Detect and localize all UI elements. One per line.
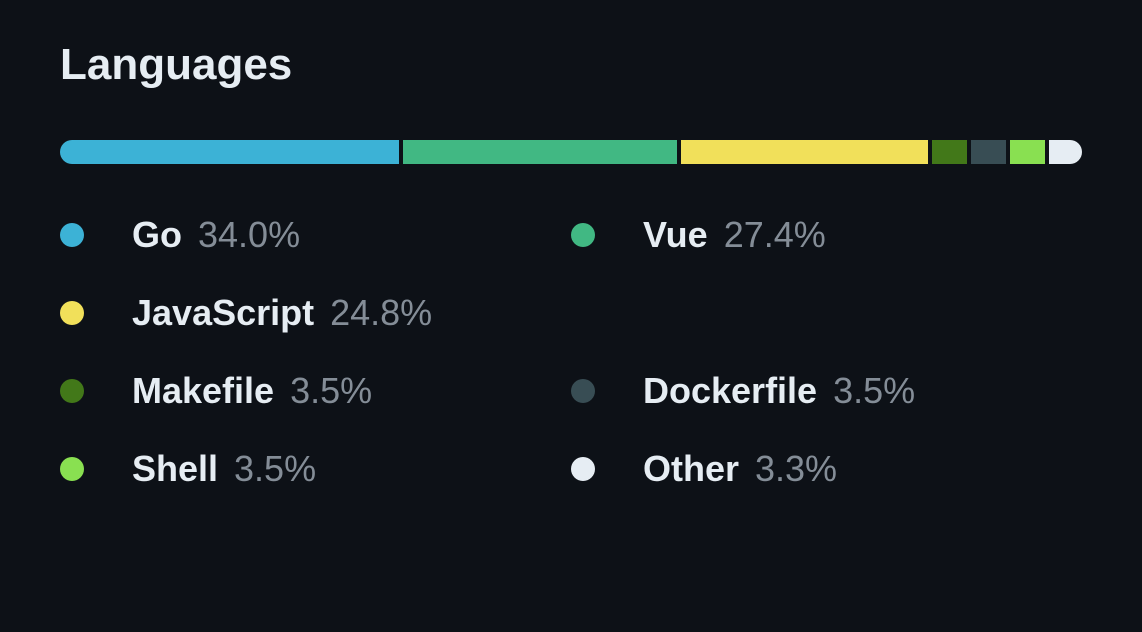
legend-item-makefile[interactable]: Makefile 3.5% (60, 370, 571, 412)
progress-segment-makefile[interactable] (932, 140, 967, 164)
legend-percent: 24.8% (330, 292, 432, 334)
legend-dot-icon (571, 379, 595, 403)
progress-segment-other[interactable] (1049, 140, 1082, 164)
languages-legend: Go 34.0% Vue 27.4% JavaScript 24.8% Make… (60, 214, 1082, 490)
progress-segment-javascript[interactable] (681, 140, 929, 164)
progress-segment-shell[interactable] (1010, 140, 1045, 164)
legend-dot-icon (60, 301, 84, 325)
legend-dot-icon (60, 379, 84, 403)
legend-name: Dockerfile (643, 370, 817, 412)
legend-item-dockerfile[interactable]: Dockerfile 3.5% (571, 370, 1082, 412)
legend-name: Other (643, 448, 739, 490)
legend-dot-icon (571, 457, 595, 481)
languages-title: Languages (60, 40, 1082, 90)
legend-name: Vue (643, 214, 708, 256)
legend-item-vue[interactable]: Vue 27.4% (571, 214, 1082, 256)
legend-dot-icon (571, 223, 595, 247)
languages-progress-bar (60, 140, 1082, 164)
progress-segment-go[interactable] (60, 140, 399, 164)
legend-percent: 3.3% (755, 448, 837, 490)
legend-item-go[interactable]: Go 34.0% (60, 214, 571, 256)
legend-dot-icon (60, 223, 84, 247)
legend-item-javascript[interactable]: JavaScript 24.8% (60, 292, 1082, 334)
legend-name: Go (132, 214, 182, 256)
legend-name: JavaScript (132, 292, 314, 334)
legend-percent: 3.5% (833, 370, 915, 412)
legend-percent: 3.5% (234, 448, 316, 490)
legend-percent: 3.5% (290, 370, 372, 412)
legend-dot-icon (60, 457, 84, 481)
legend-percent: 34.0% (198, 214, 300, 256)
legend-item-other[interactable]: Other 3.3% (571, 448, 1082, 490)
progress-segment-dockerfile[interactable] (971, 140, 1006, 164)
progress-segment-vue[interactable] (403, 140, 676, 164)
legend-item-shell[interactable]: Shell 3.5% (60, 448, 571, 490)
legend-name: Shell (132, 448, 218, 490)
legend-percent: 27.4% (724, 214, 826, 256)
legend-name: Makefile (132, 370, 274, 412)
